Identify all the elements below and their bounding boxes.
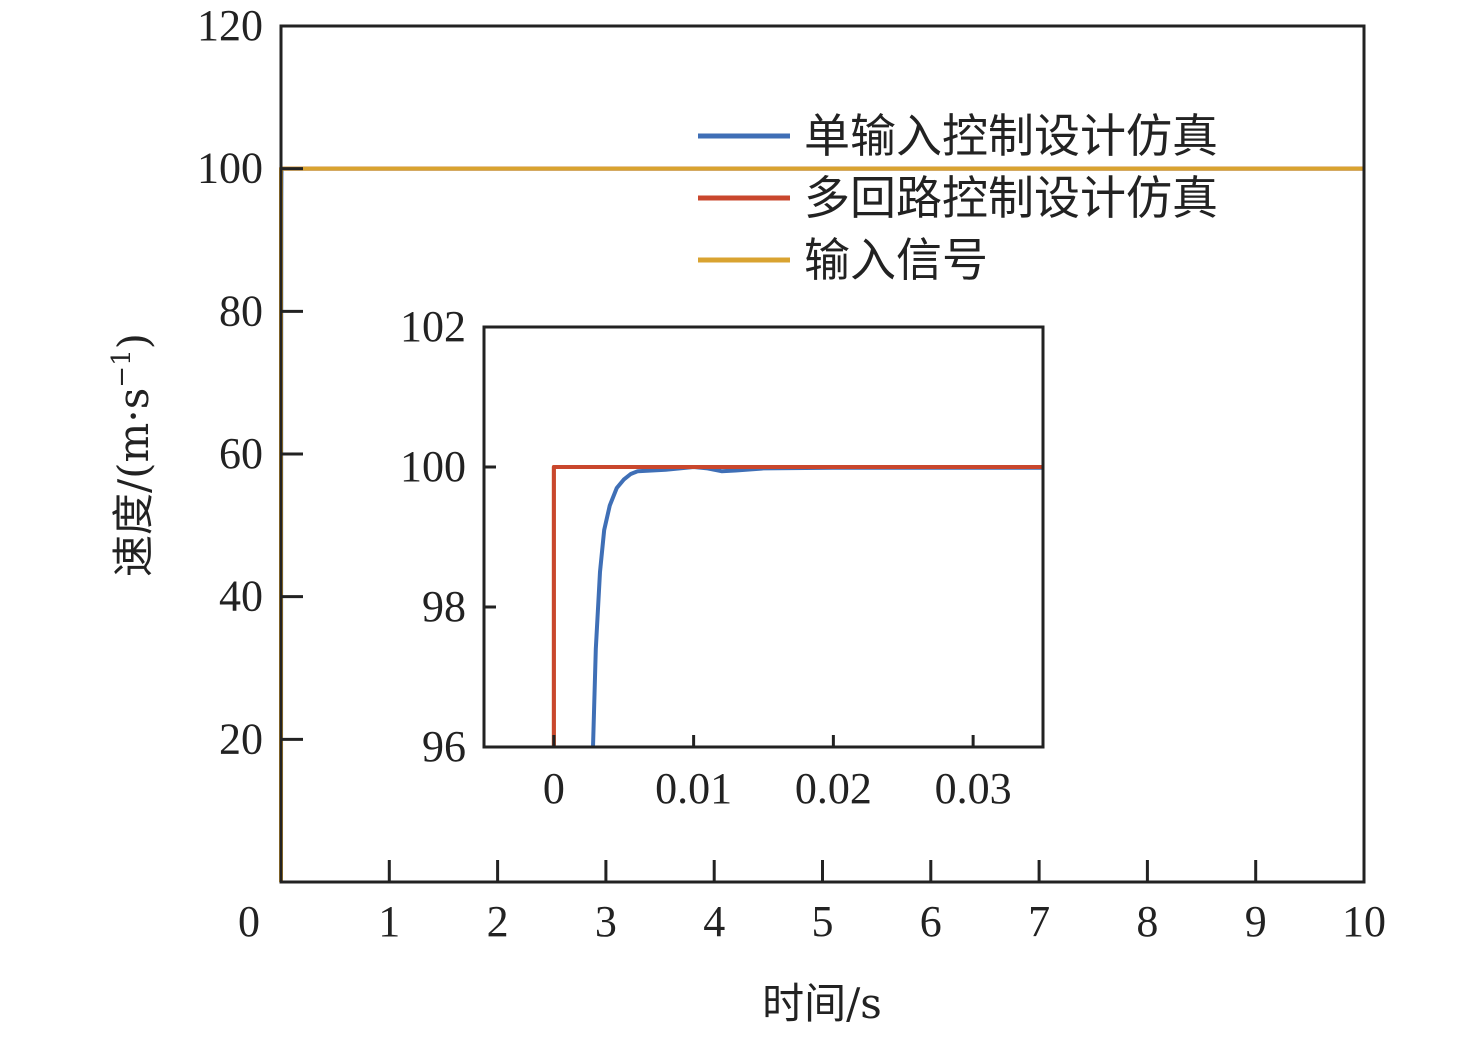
main-x-tick-label-4: 4	[703, 897, 725, 946]
main-y-tick-label-5: 120	[197, 1, 263, 50]
inset-y-tick-label-2: 100	[400, 442, 466, 491]
main-x-tick-label-9: 9	[1245, 897, 1267, 946]
y-axis-label: 速度/(m·s−1)	[107, 333, 158, 577]
inset-y-tick-label-3: 102	[400, 302, 466, 351]
main-y-tick-label-2: 60	[219, 429, 263, 478]
main-x-tick-label-3: 3	[595, 897, 617, 946]
y-axis-label-exponent: −1	[107, 349, 137, 387]
inset-x-tick-label-2: 0.02	[795, 764, 872, 813]
main-y-tick-label-3: 80	[219, 286, 263, 335]
main-x-tick-label-6: 6	[920, 897, 942, 946]
main-x-tick-label-2: 2	[487, 897, 509, 946]
y-axis-label-close: )	[109, 333, 158, 349]
y-axis-label-main: 速度/(m·s	[109, 388, 158, 577]
legend-label-0: 单输入控制设计仿真	[804, 109, 1218, 163]
main-x-tick-label-10: 10	[1342, 897, 1386, 946]
main-x-tick-label-8: 8	[1136, 897, 1158, 946]
main-y-tick-label-1: 40	[219, 572, 263, 621]
inset-y-tick-label-1: 98	[422, 582, 466, 631]
inset-background	[484, 327, 1043, 747]
x-axis-label: 时间/s	[762, 979, 882, 1028]
inset-frame	[482, 325, 1045, 749]
main-x-tick-label-5: 5	[812, 897, 834, 946]
main-x-tick-label-1: 1	[378, 897, 400, 946]
legend-label-2: 输入信号	[804, 233, 988, 287]
legend-label-1: 多回路控制设计仿真	[804, 171, 1218, 225]
main-x-tick-label-7: 7	[1028, 897, 1050, 946]
inset-y-tick-label-0: 96	[422, 722, 466, 771]
main-x-tick-label-0: 0	[238, 897, 260, 946]
inset-x-tick-label-0: 0	[543, 764, 565, 813]
main-y-tick-label-0: 20	[219, 714, 263, 763]
main-y-tick-label-4: 100	[197, 144, 263, 193]
inset-x-tick-label-3: 0.03	[935, 764, 1012, 813]
inset-series-line-2	[551, 465, 1043, 747]
inset-x-tick-label-1: 0.01	[655, 764, 732, 813]
inset-plot: 0 0.01 0.02 0.03 96 98 100 102	[400, 302, 1045, 813]
